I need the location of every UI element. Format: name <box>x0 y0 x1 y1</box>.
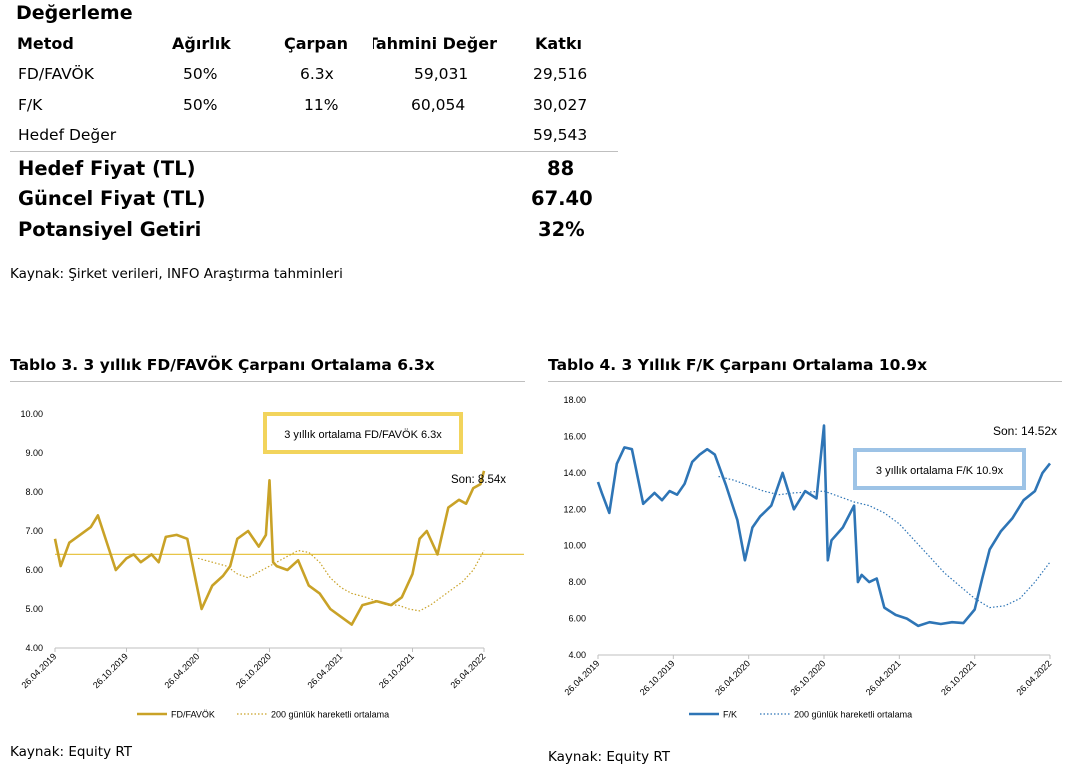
right-callout-text: 3 yıllık ortalama F/K 10.9x <box>876 465 1004 477</box>
left-y-tick-label: 5.00 <box>25 604 43 614</box>
current-price-label: Güncel Fiyat (TL) <box>18 187 206 210</box>
left-y-tick-label: 9.00 <box>25 448 43 458</box>
row2-estimated-value: 60,054 <box>411 96 466 114</box>
header-weight: Ağırlık <box>172 34 231 53</box>
row3-method: Hedef Değer <box>18 126 117 144</box>
left-x-tick-label: 26.10.2021 <box>377 651 416 690</box>
right-callout-box: 3 yıllık ortalama F/K 10.9x <box>853 448 1026 490</box>
left-chart-source: Kaynak: Equity RT <box>10 744 132 760</box>
left-y-tick-label: 4.00 <box>25 643 43 653</box>
right-x-tick-label: 26.10.2020 <box>788 658 827 697</box>
left-x-tick-label: 26.10.2019 <box>91 651 130 690</box>
left-x-tick-label: 26.04.2022 <box>448 651 487 690</box>
right-y-tick-label: 8.00 <box>568 577 586 587</box>
table-divider <box>10 151 618 152</box>
row1-estimated-value: 59,031 <box>414 65 469 83</box>
target-price-label: Hedef Fiyat (TL) <box>18 157 196 180</box>
right-y-tick-label: 18.00 <box>563 395 586 405</box>
left-callout-text: 3 yıllık ortalama FD/FAVÖK 6.3x <box>284 429 442 441</box>
left-x-tick-label: 26.04.2021 <box>305 651 344 690</box>
header-multiple: Çarpan <box>284 34 349 53</box>
fd-favok-chart: 4.00 5.00 6.00 7.00 8.00 9.00 10.00 26.04.2019… <box>19 409 524 720</box>
legend-left-ma-label: 200 günlük hareketli ortalama <box>271 710 389 720</box>
left-last-value-label: Son: 8.54x <box>451 474 506 486</box>
row1-multiple: 6.3x <box>300 65 334 83</box>
row2-weight: 50% <box>183 96 218 114</box>
left-fd-favok-line <box>53 470 486 626</box>
right-x-tick-label: 26.04.2019 <box>562 658 601 697</box>
left-y-tick-label: 8.00 <box>25 487 43 497</box>
left-caption-rule <box>10 381 525 382</box>
right-y-tick-label: 12.00 <box>563 504 586 514</box>
left-x-tick-label: 26.04.2020 <box>162 651 201 690</box>
row1-weight: 50% <box>183 65 218 83</box>
valuation-title: Değerleme <box>16 2 133 24</box>
left-legend: FD/FAVÖK 200 günlük hareketli ortalama <box>137 710 389 720</box>
left-y-tick-label: 10.00 <box>20 409 43 419</box>
row1-method: FD/FAVÖK <box>18 65 94 83</box>
target-price-value: 88 <box>547 157 575 180</box>
right-y-tick-label: 16.00 <box>563 431 586 441</box>
right-y-tick-label: 4.00 <box>568 650 586 660</box>
row2-method: F/K <box>18 96 43 114</box>
right-y-tick-label: 10.00 <box>563 541 586 551</box>
left-callout-box: 3 yıllık ortalama FD/FAVÖK 6.3x <box>263 412 463 454</box>
right-x-tick-label: 26.04.2022 <box>1014 658 1053 697</box>
right-x-tick-label: 26.10.2021 <box>939 658 978 697</box>
current-price-value: 67.40 <box>531 187 593 210</box>
fk-chart: 4.00 6.00 8.00 10.00 12.00 14.00 16.00 18.00 26… <box>562 395 1057 720</box>
right-x-tick-label: 26.04.2021 <box>864 658 903 697</box>
right-y-tick-label: 6.00 <box>568 614 586 624</box>
legend-fd-favok-label: FD/FAVÖK <box>171 710 215 720</box>
left-x-tick-label: 26.10.2020 <box>234 651 273 690</box>
right-x-tick-label: 26.10.2019 <box>638 658 677 697</box>
potential-return-label: Potansiyel Getiri <box>18 218 202 241</box>
right-fk-line <box>596 424 1052 628</box>
right-chart-caption: Tablo 4. 3 Yıllık F/K Çarpanı Ortalama 1… <box>548 356 928 374</box>
right-moving-average-line <box>718 475 1051 609</box>
row1-contribution: 29,516 <box>533 65 588 83</box>
right-chart-source: Kaynak: Equity RT <box>548 749 670 765</box>
valuation-source: Kaynak: Şirket verileri, INFO Araştırma … <box>10 266 343 282</box>
header-method: Metod <box>17 34 74 53</box>
right-last-value-label: Son: 14.52x <box>993 424 1057 438</box>
potential-return-value: 32% <box>538 218 585 241</box>
left-chart-caption: Tablo 3. 3 yıllık FD/FAVÖK Çarpanı Ortal… <box>10 356 435 374</box>
right-caption-rule <box>548 381 1062 382</box>
header-contribution: Katkı <box>535 34 582 53</box>
row2-multiple: 11% <box>304 96 339 114</box>
left-moving-average-line <box>197 549 485 612</box>
legend-fk-label: F/K <box>723 710 737 720</box>
header-estimated-value: Tahmini Değer <box>373 34 497 53</box>
left-x-tick-label: 26.04.2019 <box>19 651 58 690</box>
left-y-tick-label: 7.00 <box>25 526 43 536</box>
right-x-tick-label: 26.04.2020 <box>713 658 752 697</box>
right-legend: F/K 200 günlük hareketli ortalama <box>689 710 912 720</box>
left-y-tick-label: 6.00 <box>25 565 43 575</box>
row2-contribution: 30,027 <box>533 96 588 114</box>
legend-right-ma-label: 200 günlük hareketli ortalama <box>794 710 912 720</box>
row3-contribution: 59,543 <box>533 126 588 144</box>
right-y-tick-label: 14.00 <box>563 468 586 478</box>
